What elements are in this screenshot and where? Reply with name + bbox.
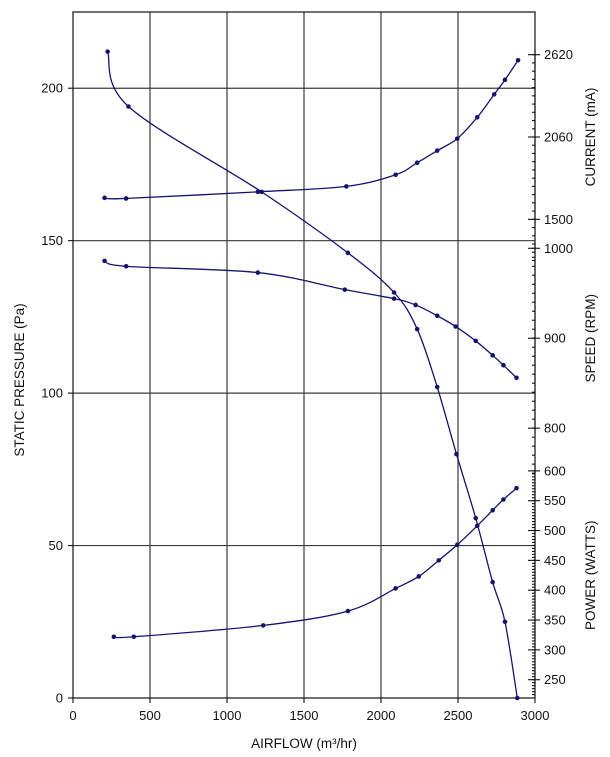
power-tick-label: 500: [544, 523, 566, 538]
power-curve: [113, 487, 517, 639]
current-point: [491, 92, 497, 97]
x-tick-label: 2500: [444, 708, 473, 723]
series-layer: [102, 49, 521, 701]
power-tick-label: 450: [544, 553, 566, 568]
x-tick-label: 500: [139, 708, 161, 723]
speed-point: [102, 258, 107, 264]
current-curve: [104, 59, 519, 200]
power-point: [436, 558, 442, 563]
speed-curve: [104, 260, 517, 379]
speed-point: [255, 270, 261, 275]
power-point: [490, 507, 495, 513]
pressure-point: [454, 451, 459, 457]
power-point: [501, 497, 506, 502]
y-tick-label: 150: [41, 233, 63, 248]
axes: 0 500 1000 1500 2000 2500 3000 0 50 100 150 200 1500…: [41, 47, 573, 723]
current-tick-label: 1500: [544, 212, 573, 227]
speed-point: [123, 263, 129, 269]
current-point: [434, 148, 440, 153]
power-point: [393, 586, 398, 591]
x-tick-label: 1000: [213, 708, 242, 723]
power-tick-label: 600: [544, 463, 566, 478]
speed-point: [391, 296, 397, 301]
power-point: [260, 623, 266, 628]
power-tick-label: 400: [544, 583, 566, 598]
speed-axis-title: SPEED (RPM): [583, 294, 598, 383]
pressure-point: [502, 619, 508, 625]
speed-point: [453, 324, 458, 329]
pressure-point: [345, 250, 351, 256]
speed-point: [514, 375, 519, 381]
power-tick-label: 250: [544, 672, 566, 687]
power-point: [474, 523, 480, 529]
pressure-point: [391, 290, 397, 295]
power-tick-label: 350: [544, 613, 566, 628]
power-point: [345, 608, 351, 614]
current-point: [123, 196, 129, 201]
power-point: [514, 485, 519, 491]
power-tick-label: 300: [544, 642, 566, 657]
speed-point: [434, 313, 440, 319]
current-tick-label: 2620: [544, 47, 573, 62]
pressure-point: [126, 104, 131, 109]
speed-point: [413, 302, 418, 308]
y-tick-label: 50: [49, 538, 63, 553]
grid-lines: [73, 12, 535, 698]
power-point: [454, 542, 460, 548]
current-point: [414, 160, 420, 166]
y-tick-label: 0: [56, 691, 63, 706]
current-axis-title: CURRENT (mA): [583, 88, 598, 187]
speed-point: [473, 338, 479, 344]
current-point: [502, 77, 508, 83]
y-tick-label: 100: [41, 386, 63, 401]
power-tick-label: 550: [544, 493, 566, 508]
current-point: [393, 172, 398, 178]
power-point: [416, 574, 422, 579]
current-point: [102, 195, 107, 201]
x-tick-label: 3000: [521, 708, 550, 723]
speed-tick-label: 900: [544, 331, 566, 346]
x-axis-title: AIRFLOW (m³/hr): [251, 736, 357, 751]
pressure-point: [490, 579, 495, 585]
current-point: [344, 184, 349, 189]
y-axis-title: STATIC PRESSURE (Pa): [12, 303, 27, 456]
x-tick-label: 1500: [290, 708, 319, 723]
pressure-point: [514, 695, 520, 701]
speed-point: [501, 362, 506, 368]
pressure-point: [105, 49, 110, 54]
x-tick-label: 0: [69, 708, 76, 723]
pressure-point: [473, 515, 479, 521]
current-tick-label: 2060: [544, 130, 573, 145]
current-point: [255, 189, 261, 195]
pressure-point: [434, 384, 440, 390]
current-point: [454, 136, 460, 141]
current-point: [474, 115, 480, 120]
pressure-point: [414, 326, 420, 332]
power-point: [111, 634, 117, 640]
speed-point: [490, 353, 495, 358]
current-point: [515, 57, 521, 63]
speed-point: [342, 287, 348, 292]
y-tick-label: 200: [41, 81, 63, 96]
speed-tick-label: 1000: [544, 241, 573, 256]
x-tick-label: 2000: [367, 708, 396, 723]
pressure-curve: [107, 51, 518, 699]
power-axis-title: POWER (WATTS): [583, 521, 598, 630]
power-point: [131, 634, 137, 640]
speed-tick-label: 800: [544, 421, 566, 436]
